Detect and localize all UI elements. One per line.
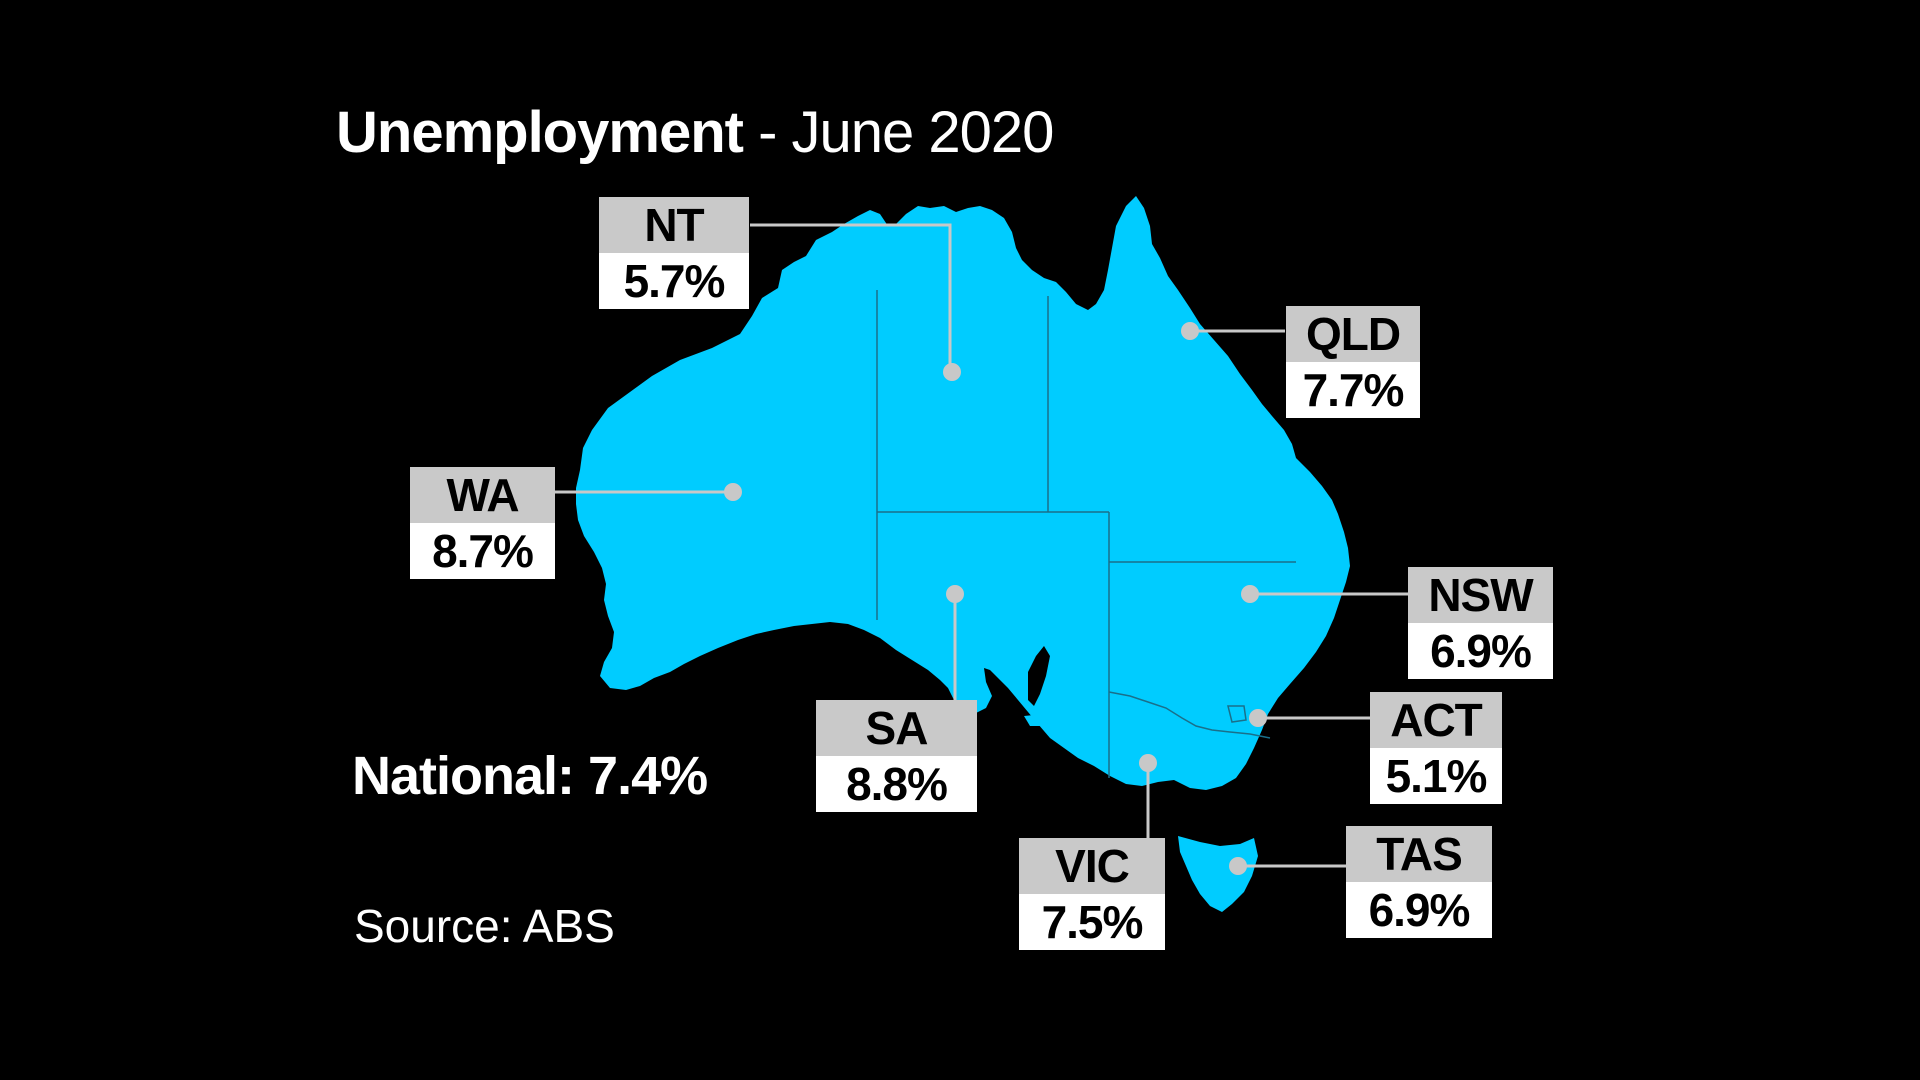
marker-qld [1181,322,1199,340]
title-main: Unemployment [336,100,744,165]
marker-nsw [1241,585,1259,603]
leader-nt [750,223,952,372]
marker-tas [1229,857,1247,875]
tasmania [1178,836,1258,912]
state-rate: 5.1% [1370,748,1502,804]
marker-vic [1139,754,1157,772]
national-value: 7.4% [588,746,708,806]
gulf [1028,646,1050,706]
state-rate: 7.5% [1019,894,1165,950]
state-code: VIC [1019,838,1165,894]
state-code: NSW [1408,567,1553,623]
marker-nt [943,363,961,381]
callout-act: ACT 5.1% [1370,692,1502,804]
callout-nsw: NSW 6.9% [1408,567,1553,679]
state-rate: 7.7% [1286,362,1420,418]
state-code: QLD [1286,306,1420,362]
state-code: ACT [1370,692,1502,748]
marker-act [1249,709,1267,727]
page-title: Unemployment - June 2020 [336,98,1055,168]
marker-sa [946,585,964,603]
national-label: National: [352,746,575,806]
state-rate: 6.9% [1346,882,1492,938]
state-rate: 6.9% [1408,623,1553,679]
callout-tas: TAS 6.9% [1346,826,1492,938]
marker-wa [724,483,742,501]
callout-qld: QLD 7.7% [1286,306,1420,418]
state-rate: 8.8% [816,756,977,812]
state-code: NT [599,197,749,253]
state-rate: 5.7% [599,253,749,309]
leader-lines [555,223,1408,868]
callout-vic: VIC 7.5% [1019,838,1165,950]
national-rate: National: 7.4% [352,744,708,808]
source-note: Source: ABS [354,900,615,952]
state-code: TAS [1346,826,1492,882]
state-rate: 8.7% [410,523,555,579]
state-code: WA [410,467,555,523]
mainland-australia [576,196,1350,790]
title-separator: - [742,100,792,165]
callout-nt: NT 5.7% [599,197,749,309]
kangaroo-island [1024,714,1056,726]
callout-sa: SA 8.8% [816,700,977,812]
title-sub: June 2020 [791,100,1055,165]
state-borders [876,290,1296,778]
state-code: SA [816,700,977,756]
callout-wa: WA 8.7% [410,467,555,579]
marker-dots [724,322,1267,875]
